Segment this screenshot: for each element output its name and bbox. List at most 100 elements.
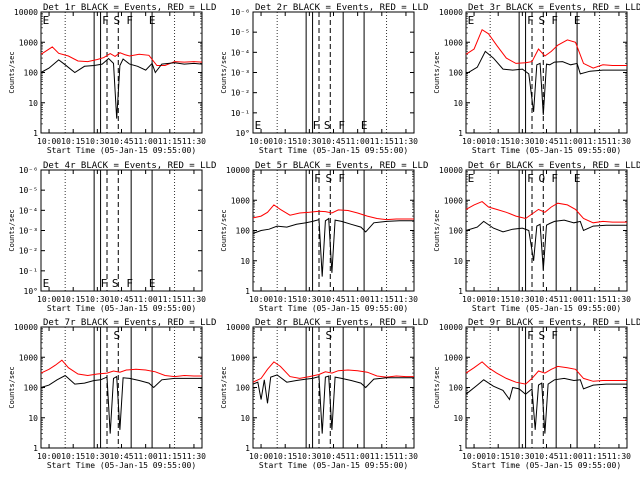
x-tick-label: 10:15 — [273, 295, 297, 304]
phase-label: E — [149, 14, 156, 27]
phase-label: F — [338, 172, 345, 185]
detector-panel-1: Det 1r BLACK = Events, RED = LLD 1 10 100 10… — [8, 3, 216, 155]
y-tick-label: 10⁻¹ — [231, 109, 250, 118]
y-tick-label: 100 — [449, 384, 464, 393]
x-tick-label: 10:00 — [37, 295, 61, 304]
x-tick-label: 11:30 — [607, 295, 631, 304]
x-tick-label: 11:15 — [370, 137, 394, 146]
y-tick-label: 1 — [245, 287, 250, 296]
y-tick-label: 10000 — [226, 166, 250, 175]
phase-label: F — [338, 119, 345, 132]
x-tick-label: 11:15 — [158, 295, 182, 304]
x-tick-label: 11:00 — [346, 137, 370, 146]
y-axis-label: Counts/sec — [8, 51, 16, 93]
y-axis-label: Counts/sec — [433, 366, 441, 408]
x-tick-label: 11:00 — [346, 295, 370, 304]
y-tick-label: 100 — [24, 69, 39, 78]
y-tick-label: 10 — [453, 414, 463, 423]
x-axis-label: Start Time (05-Jan-15 09:55:00) — [47, 146, 196, 155]
phase-label: E — [255, 119, 262, 132]
phase-label: E — [468, 172, 475, 185]
y-tick-label: 10⁻² — [19, 247, 38, 256]
x-tick-label: 10:15 — [486, 137, 510, 146]
x-axis-label: Start Time (05-Jan-15 09:55:00) — [47, 304, 196, 313]
x-tick-label: 11:00 — [559, 452, 583, 461]
x-axis-label: Start Time (05-Jan-15 09:55:00) — [259, 304, 408, 313]
phase-label: F — [551, 14, 558, 27]
x-tick-label: 11:00 — [134, 137, 158, 146]
y-tick-label: 10 — [453, 257, 463, 266]
chart-title: Det 4r BLACK = Events, RED = LLD — [43, 161, 216, 171]
x-tick-label: 10:30 — [85, 295, 109, 304]
y-tick-label: 1000 — [444, 38, 463, 47]
events-series-line — [465, 50, 627, 115]
y-axis-label: Counts/sec — [220, 366, 228, 408]
x-tick-label: 10:30 — [297, 137, 321, 146]
phase-label: S — [325, 329, 332, 342]
chart-title: Det 6r BLACK = Events, RED = LLD — [468, 161, 640, 171]
x-tick-label: 11:15 — [370, 295, 394, 304]
events-series-line — [252, 374, 414, 434]
x-tick-label: 11:30 — [182, 137, 206, 146]
x-tick-label: 11:00 — [346, 452, 370, 461]
y-tick-label: 10 — [453, 99, 463, 108]
y-tick-label: 10⁻⁵ — [231, 28, 250, 37]
chart-title: Det 2r BLACK = Events, RED = LLD — [255, 3, 428, 13]
y-tick-label: 10° — [24, 287, 38, 296]
x-tick-label: 10:15 — [61, 137, 85, 146]
y-tick-label: 1000 — [19, 38, 38, 47]
y-axis-label: Counts/sec — [220, 209, 228, 251]
phase-label: F — [102, 14, 109, 27]
y-tick-label: 1 — [458, 129, 463, 138]
x-tick-label: 10:15 — [273, 137, 297, 146]
phase-label: F — [101, 277, 108, 290]
x-tick-label: 10:00 — [249, 452, 273, 461]
detector-panel-4: Det 4r BLACK = Events, RED = LLD 10° 10⁻¹ 1… — [8, 161, 216, 313]
y-tick-label: 1000 — [444, 353, 463, 362]
y-tick-label: 10 — [28, 414, 38, 423]
x-tick-label: 11:15 — [583, 452, 607, 461]
phase-label: F — [126, 277, 133, 290]
y-tick-label: 10⁻² — [231, 89, 250, 98]
events-series-line — [465, 219, 627, 270]
x-tick-label: 11:15 — [158, 452, 182, 461]
x-tick-label: 11:00 — [134, 295, 158, 304]
x-tick-label: 10:00 — [462, 137, 486, 146]
y-tick-label: 10 — [240, 257, 250, 266]
x-tick-label: 10:30 — [85, 137, 109, 146]
y-axis-label: Counts/sec — [8, 366, 16, 408]
x-tick-label: 10:00 — [37, 137, 61, 146]
phase-label: F — [314, 172, 321, 185]
x-tick-label: 10:00 — [462, 295, 486, 304]
x-tick-label: 10:45 — [321, 295, 345, 304]
x-tick-label: 10:00 — [462, 452, 486, 461]
y-tick-label: 1 — [245, 444, 250, 453]
detector-panel-2: Det 2r BLACK = Events, RED = LLD 10° 10⁻¹ 1… — [220, 3, 428, 155]
y-tick-label: 100 — [24, 384, 39, 393]
chart-title: Det 5r BLACK = Events, RED = LLD — [255, 161, 428, 171]
x-tick-label: 11:30 — [394, 295, 418, 304]
x-tick-label: 11:30 — [394, 452, 418, 461]
events-series-line — [40, 57, 203, 119]
phase-label: E — [43, 14, 50, 27]
x-tick-label: 10:00 — [249, 137, 273, 146]
detector-panel-6: Det 6r BLACK = Events, RED = LLD 1 10 100 10… — [433, 161, 640, 313]
y-tick-label: 100 — [449, 227, 464, 236]
phase-label: E — [468, 14, 475, 27]
lld-series-line — [465, 361, 627, 385]
y-tick-label: 10000 — [226, 323, 250, 332]
x-tick-label: 10:45 — [109, 452, 133, 461]
lld-series-line — [252, 204, 414, 221]
chart-title: Det 3r BLACK = Events, RED = LLD — [468, 3, 640, 13]
x-axis-label: Start Time (05-Jan-15 09:55:00) — [472, 461, 621, 470]
phase-label: S — [112, 277, 119, 290]
x-tick-label: 10:30 — [85, 452, 109, 461]
phase-label: E — [149, 277, 156, 290]
y-tick-label: 10 — [240, 414, 250, 423]
phase-label: F — [126, 14, 133, 27]
lld-series-line — [465, 201, 627, 224]
y-tick-label: 1 — [458, 287, 463, 296]
x-tick-label: 10:30 — [297, 295, 321, 304]
x-tick-label: 10:45 — [321, 137, 345, 146]
